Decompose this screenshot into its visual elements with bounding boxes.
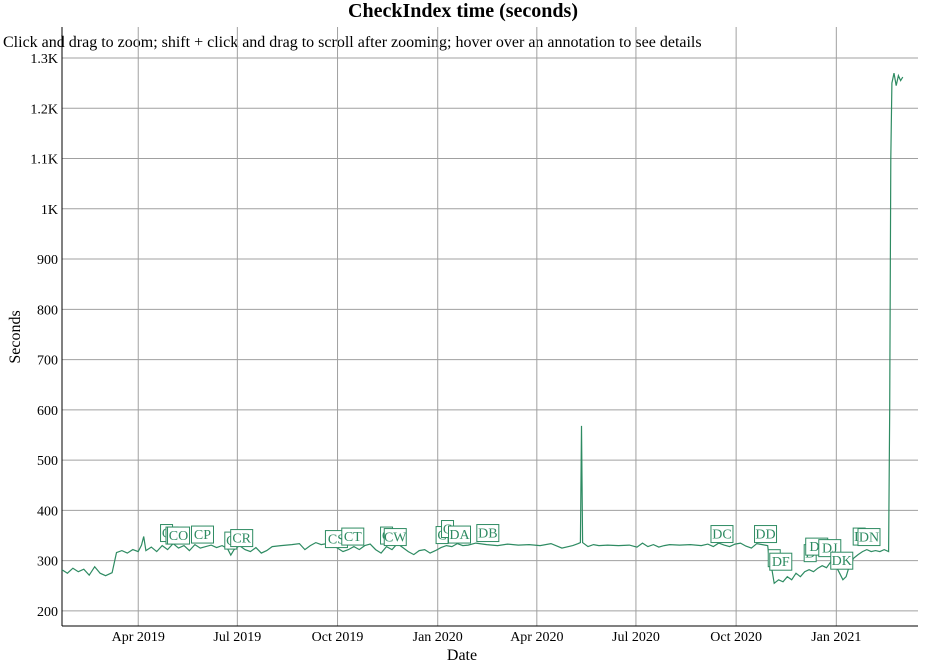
y-tick-label: 1.1K (30, 153, 58, 168)
x-tick-label: Oct 2020 (710, 630, 762, 645)
annotation-marker[interactable]: DN (857, 528, 881, 547)
y-tick-label: 200 (37, 605, 58, 620)
chart-instructions: Click and drag to zoom; shift + click an… (3, 34, 702, 51)
x-tick-label: Jan 2021 (811, 630, 861, 645)
annotation-box (383, 528, 407, 547)
annotation-box (448, 525, 472, 544)
annotation-label: DA (449, 528, 470, 543)
annotation-box (167, 526, 191, 545)
x-tick-label: Jan 2020 (413, 630, 463, 645)
y-tick-label: 1.3K (30, 52, 58, 67)
y-tick-label: 400 (37, 504, 58, 519)
annotation-label: DN (859, 531, 879, 546)
annotation-marker[interactable]: DF (769, 552, 793, 571)
annotation-label: CS (328, 533, 345, 548)
axes (61, 27, 918, 627)
x-tick-label: Apr 2020 (510, 630, 563, 645)
annotation-box (769, 552, 793, 571)
y-tick-label: 800 (37, 303, 58, 318)
annotation-marker[interactable]: CR (230, 529, 254, 548)
annotation-label: CP (194, 528, 211, 543)
x-tick-label: Oct 2019 (312, 630, 364, 645)
x-tick-label: Jul 2019 (213, 630, 261, 645)
x-tick-label: Apr 2019 (112, 630, 165, 645)
y-tick-label: 1K (41, 203, 58, 218)
annotation-marker[interactable]: CW (383, 528, 407, 547)
series-group (61, 72, 904, 585)
annotation-box (857, 528, 881, 547)
y-tick-label: 500 (37, 454, 58, 469)
x-tick-label: Jul 2020 (612, 630, 660, 645)
x-axis-title: Date (447, 647, 477, 664)
annotation-box (190, 525, 214, 544)
annotation-box (476, 524, 500, 543)
annotation-marker[interactable]: DK (830, 551, 854, 570)
annotation-box (754, 525, 778, 544)
y-tick-label: 1.2K (30, 102, 58, 117)
y-axis-title: Seconds (7, 310, 24, 363)
annotation-label: CR (232, 532, 251, 547)
annotation-box (230, 529, 254, 548)
annotations-group[interactable]: CCCOCPCCRCSCTCCWCCDADBDCDDDDFDDIDJDKDDN (160, 520, 881, 571)
x-axis-ticks: Apr 2019 Jul 2019 Oct 2019 Jan 2020 Apr 2020… (112, 630, 862, 645)
annotation-label: DC (712, 528, 731, 543)
annotation-box (341, 527, 365, 546)
annotation-marker[interactable]: DB (476, 524, 500, 543)
annotation-marker[interactable]: CP (190, 525, 214, 544)
annotation-box (710, 525, 734, 544)
annotation-label: CO (169, 529, 188, 544)
annotation-label: DB (478, 527, 497, 542)
y-tick-label: 900 (37, 253, 58, 268)
annotation-label: DF (772, 555, 790, 570)
annotation-marker[interactable]: DC (710, 525, 734, 544)
y-tick-label: 300 (37, 555, 58, 570)
y-tick-label: 700 (37, 354, 58, 369)
annotation-label: C (443, 523, 452, 538)
annotation-box (830, 551, 854, 570)
annotation-marker[interactable]: CT (341, 527, 365, 546)
y-tick-label: 600 (37, 404, 58, 419)
series-line (61, 72, 904, 585)
annotation-marker[interactable]: CO (167, 526, 191, 545)
chart-title: CheckIndex time (seconds) (348, 0, 578, 22)
y-axis-ticks: 200 300 400 500 600 700 800 900 1K 1.1K 1.2K 1.3K (30, 52, 58, 620)
annotation-label: CW (384, 531, 407, 546)
annotation-marker[interactable]: DA (448, 525, 472, 544)
annotation-label: DD (755, 528, 775, 543)
annotation-label: CT (344, 530, 362, 545)
annotation-marker[interactable]: DD (754, 525, 778, 544)
annotation-label: DK (832, 554, 852, 569)
